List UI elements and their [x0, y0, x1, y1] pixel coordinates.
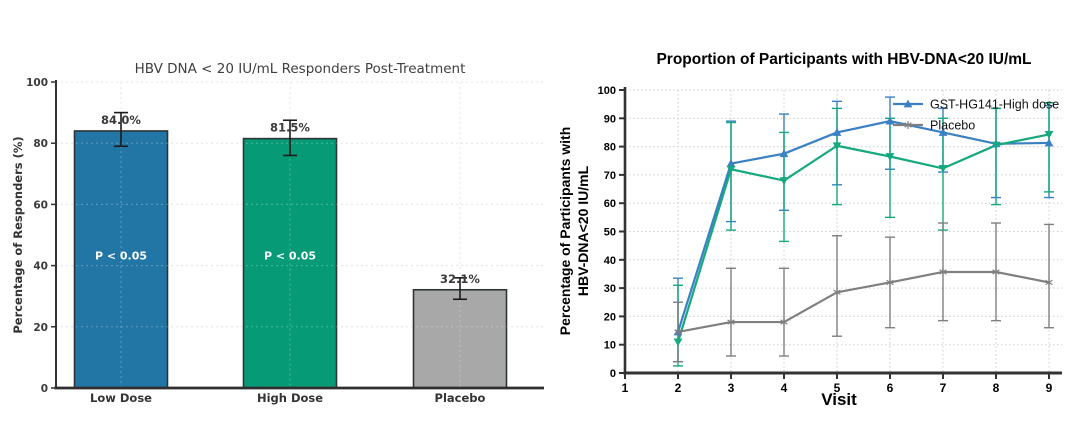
bar-placebo: [412, 288, 508, 389]
data-point-marker: [938, 128, 948, 136]
bar-chart-figure: 84.0% 81.5% 32.1% P < 0.05 P < 0.05 0 20 40 60 80…: [11, 61, 544, 405]
y-tick-label: 10: [604, 340, 616, 352]
bar-chart-ylabel: Percentage of Responders (%): [11, 136, 25, 333]
y-tick-label: 70: [604, 170, 616, 182]
p-value-annotation: P < 0.05: [264, 249, 316, 262]
x-tick-label: 2: [675, 381, 682, 395]
y-tick-label: 40: [33, 261, 48, 273]
x-tick-label: 5: [834, 381, 841, 395]
bar-value-label: 32.1%: [440, 272, 480, 286]
bar-low-dose: [73, 130, 169, 389]
y-tick-label: 30: [604, 283, 616, 295]
bar-value-label: 81.5%: [270, 121, 310, 135]
p-value-annotation: P < 0.05: [95, 249, 147, 262]
series-line-green: [676, 133, 1050, 343]
bar-chart-title: HBV DNA < 20 IU/mL Responders Post-Treat…: [135, 61, 466, 77]
x-tick-label: 6: [887, 381, 894, 395]
data-point-marker: [939, 267, 947, 276]
y-tick-label: 20: [33, 322, 48, 334]
y-tick-label: 0: [41, 383, 48, 395]
star-arm: [1045, 279, 1053, 286]
markers-series-1: [673, 131, 1054, 347]
y-tick-label: 60: [33, 199, 48, 211]
y-tick-label: 20: [604, 311, 616, 323]
line-chart-ylabel-line1: Percentage of Participants with: [557, 127, 573, 336]
markers-series-2: [674, 267, 1053, 336]
line-chart-figure: 0 10 20 30 40 50 60 70 80 90 100 1 2 3 4 5 6 7 8 9 GST-HG141…: [557, 51, 1062, 409]
data-point-marker: [938, 164, 948, 173]
data-point-marker: [991, 141, 1001, 150]
x-tick-label: 4: [781, 381, 788, 395]
data-point-marker: [833, 288, 841, 297]
legend-label: GST-HG141-High dose: [930, 98, 1059, 112]
star-arm: [833, 289, 841, 296]
legend-entry-gst-hg141-high-dose: GST-HG141-High dose: [893, 98, 1059, 112]
data-point-marker: [832, 128, 842, 136]
data-point-marker: [1045, 278, 1053, 287]
y-tick-label: 0: [610, 368, 616, 380]
y-tick-label: 100: [26, 77, 48, 89]
x-tick-label: 9: [1046, 381, 1053, 395]
data-point-marker: [832, 142, 842, 151]
legend-entry-placebo: Placebo: [893, 119, 975, 133]
error-bars-series-2: [673, 222, 1054, 363]
data-point-marker: [726, 165, 736, 174]
y-tick-label: 80: [604, 142, 616, 154]
x-tick-label: 1: [622, 381, 629, 395]
star-arm: [992, 269, 1000, 275]
x-tick-label: 7: [940, 381, 947, 395]
bar-value-label: 84.0%: [101, 113, 141, 127]
data-point-marker: [903, 99, 913, 108]
error-bar: [453, 277, 467, 301]
data-point-marker: [1044, 131, 1054, 139]
series-line-placebo: [677, 270, 1050, 334]
line-chart-ylabel-line2: HBV-DNA<20 IU/mL: [575, 165, 591, 296]
x-category-label: High Dose: [257, 391, 323, 405]
star-arm: [674, 329, 682, 335]
y-tick-label: 60: [604, 198, 616, 210]
x-category-label: Low Dose: [90, 391, 152, 405]
y-tick-label: 50: [604, 227, 616, 239]
error-bar: [283, 119, 297, 157]
star-arm: [780, 319, 788, 325]
star-arm: [886, 279, 894, 286]
line-chart-xlabel: Visit: [821, 390, 857, 409]
data-point-marker: [885, 153, 895, 161]
data-point-marker: [904, 121, 912, 129]
data-point-marker: [726, 159, 736, 167]
x-tick-label: 8: [993, 381, 1000, 395]
x-tick-label: 3: [728, 381, 735, 395]
series-line-gst-hg141-high-dose: [676, 120, 1050, 333]
data-point-marker: [673, 338, 683, 347]
star-arm: [904, 122, 912, 128]
data-point-marker: [779, 177, 789, 185]
data-point-marker: [780, 318, 788, 327]
error-bar: [114, 111, 128, 148]
y-tick-label: 40: [604, 255, 616, 267]
data-point-marker: [992, 267, 1000, 276]
data-point-marker: [779, 149, 789, 158]
x-category-label: Placebo: [435, 391, 486, 405]
data-point-marker: [1044, 138, 1054, 147]
data-point-marker: [727, 318, 735, 327]
line-chart-title: Proportion of Participants with HBV-DNA<…: [656, 51, 1031, 68]
data-point-marker: [674, 327, 682, 336]
y-tick-label: 90: [604, 113, 616, 125]
y-tick-label: 80: [33, 138, 48, 150]
data-point-marker: [886, 278, 894, 287]
y-tick-label: 100: [598, 85, 616, 97]
legend-label: Placebo: [930, 119, 975, 133]
star-arm: [939, 269, 947, 275]
legend: GST-HG141-High dose Placebo: [893, 98, 1059, 133]
data-point-marker: [885, 116, 895, 125]
error-bars-series-1: [673, 102, 1054, 367]
star-arm: [727, 319, 735, 325]
